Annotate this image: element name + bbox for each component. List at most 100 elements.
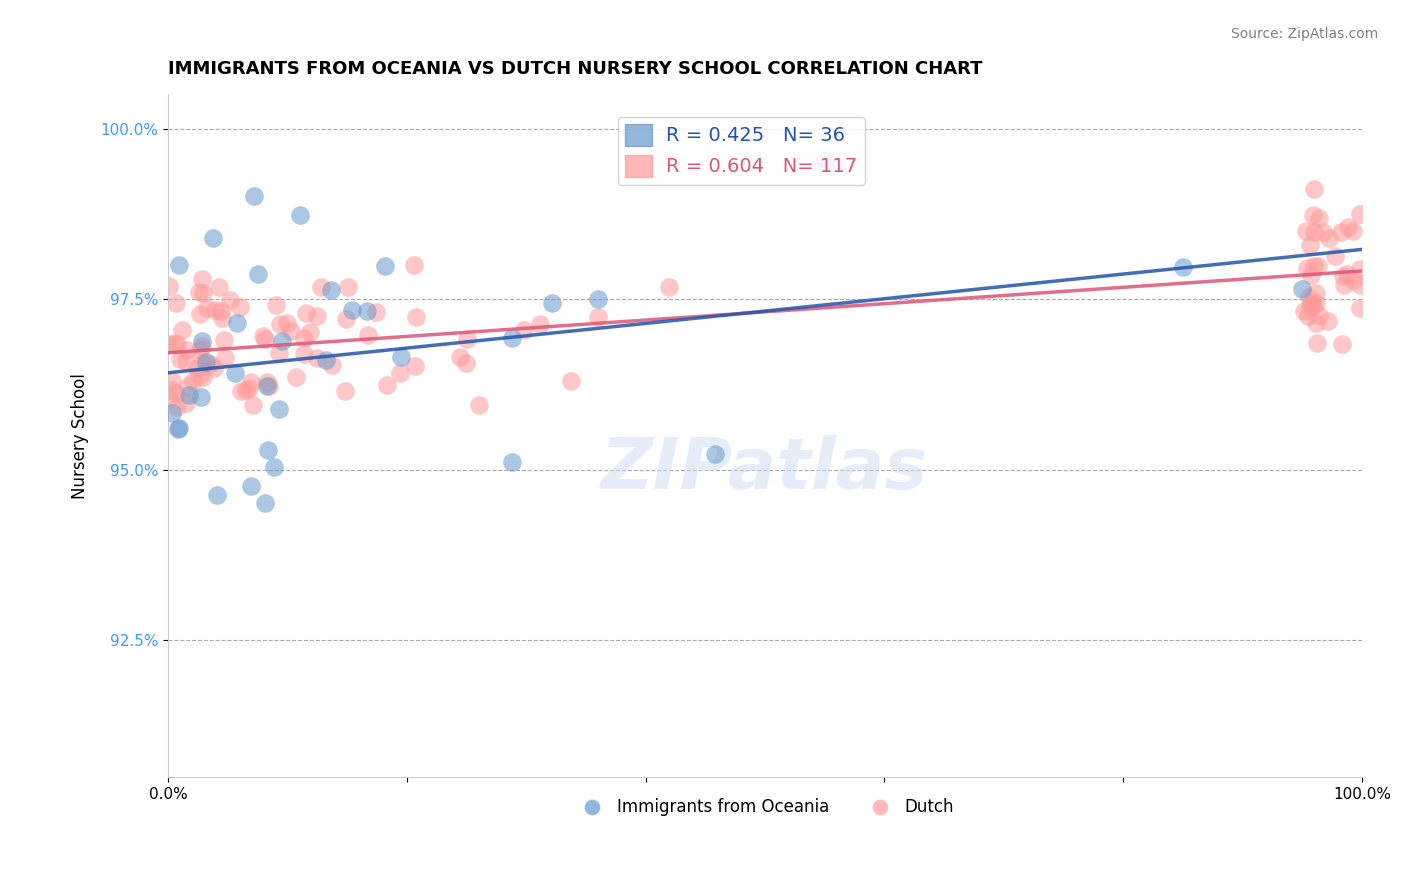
Dutch <box>1348 278 1371 293</box>
Immigrants from Oceania <box>540 296 562 310</box>
Immigrants from Oceania <box>224 366 246 380</box>
Dutch <box>200 357 222 371</box>
Y-axis label: Nursery School: Nursery School <box>72 373 89 499</box>
Dutch <box>1302 209 1324 223</box>
Immigrants from Oceania <box>243 189 266 203</box>
Dutch <box>375 378 398 392</box>
Dutch <box>165 386 187 401</box>
Dutch <box>1305 295 1327 310</box>
Dutch <box>177 379 200 393</box>
Dutch <box>1317 231 1340 245</box>
Dutch <box>1299 300 1322 314</box>
Dutch <box>1348 301 1371 315</box>
Immigrants from Oceania <box>253 496 276 510</box>
Dutch <box>174 354 197 368</box>
Dutch <box>257 379 280 393</box>
Dutch <box>1305 286 1327 301</box>
Dutch <box>166 295 188 310</box>
Text: ZIPatlas: ZIPatlas <box>602 435 929 504</box>
Dutch <box>529 317 551 331</box>
Immigrants from Oceania <box>501 331 523 345</box>
Dutch <box>1312 225 1334 239</box>
Dutch <box>1308 211 1330 225</box>
Dutch <box>229 300 252 314</box>
Dutch <box>1301 296 1323 310</box>
Dutch <box>295 306 318 320</box>
Dutch <box>1306 336 1329 351</box>
Dutch <box>1336 267 1358 281</box>
Dutch <box>165 335 187 350</box>
Dutch <box>309 280 332 294</box>
Dutch <box>1298 290 1320 304</box>
Legend: Immigrants from Oceania, Dutch: Immigrants from Oceania, Dutch <box>569 792 960 823</box>
Dutch <box>212 333 235 347</box>
Dutch <box>1305 316 1327 330</box>
Immigrants from Oceania <box>201 230 224 244</box>
Dutch <box>204 303 226 318</box>
Immigrants from Oceania <box>319 284 342 298</box>
Dutch <box>1299 268 1322 282</box>
Dutch <box>1337 219 1360 234</box>
Dutch <box>162 383 184 397</box>
Dutch <box>195 301 218 315</box>
Immigrants from Oceania <box>205 487 228 501</box>
Dutch <box>1294 304 1316 318</box>
Immigrants from Oceania <box>356 303 378 318</box>
Dutch <box>267 346 290 360</box>
Dutch <box>170 323 193 337</box>
Immigrants from Oceania <box>814 153 837 168</box>
Dutch <box>1331 268 1354 283</box>
Dutch <box>176 343 198 357</box>
Text: IMMIGRANTS FROM OCEANIA VS DUTCH NURSERY SCHOOL CORRELATION CHART: IMMIGRANTS FROM OCEANIA VS DUTCH NURSERY… <box>169 60 983 78</box>
Dutch <box>211 310 233 325</box>
Dutch <box>1341 224 1364 238</box>
Dutch <box>1296 260 1319 275</box>
Dutch <box>166 337 188 351</box>
Immigrants from Oceania <box>586 293 609 307</box>
Dutch <box>333 384 356 398</box>
Dutch <box>190 271 212 285</box>
Dutch <box>1323 249 1346 263</box>
Dutch <box>1330 225 1353 239</box>
Immigrants from Oceania <box>191 334 214 349</box>
Immigrants from Oceania <box>225 316 247 330</box>
Dutch <box>1308 259 1330 273</box>
Dutch <box>364 304 387 318</box>
Immigrants from Oceania <box>315 353 337 368</box>
Dutch <box>214 351 236 366</box>
Dutch <box>231 384 253 398</box>
Dutch <box>456 332 478 346</box>
Dutch <box>242 398 264 412</box>
Dutch <box>1341 273 1364 287</box>
Dutch <box>284 370 307 384</box>
Dutch <box>305 351 328 365</box>
Dutch <box>1303 225 1326 239</box>
Dutch <box>157 279 180 293</box>
Dutch <box>292 330 315 344</box>
Dutch <box>1302 181 1324 195</box>
Immigrants from Oceania <box>263 459 285 474</box>
Dutch <box>405 310 427 324</box>
Immigrants from Oceania <box>167 258 190 272</box>
Dutch <box>292 347 315 361</box>
Dutch <box>239 375 262 389</box>
Dutch <box>586 310 609 324</box>
Dutch <box>1348 262 1371 277</box>
Dutch <box>235 383 257 397</box>
Dutch <box>1331 337 1354 351</box>
Dutch <box>658 280 681 294</box>
Immigrants from Oceania <box>194 355 217 369</box>
Immigrants from Oceania <box>256 443 278 458</box>
Dutch <box>1302 300 1324 314</box>
Immigrants from Oceania <box>177 387 200 401</box>
Dutch <box>336 280 359 294</box>
Immigrants from Oceania <box>166 422 188 436</box>
Dutch <box>208 280 231 294</box>
Dutch <box>335 311 357 326</box>
Dutch <box>157 337 180 351</box>
Dutch <box>512 323 534 337</box>
Dutch <box>252 328 274 343</box>
Immigrants from Oceania <box>342 303 364 318</box>
Dutch <box>456 355 478 369</box>
Dutch <box>169 351 191 366</box>
